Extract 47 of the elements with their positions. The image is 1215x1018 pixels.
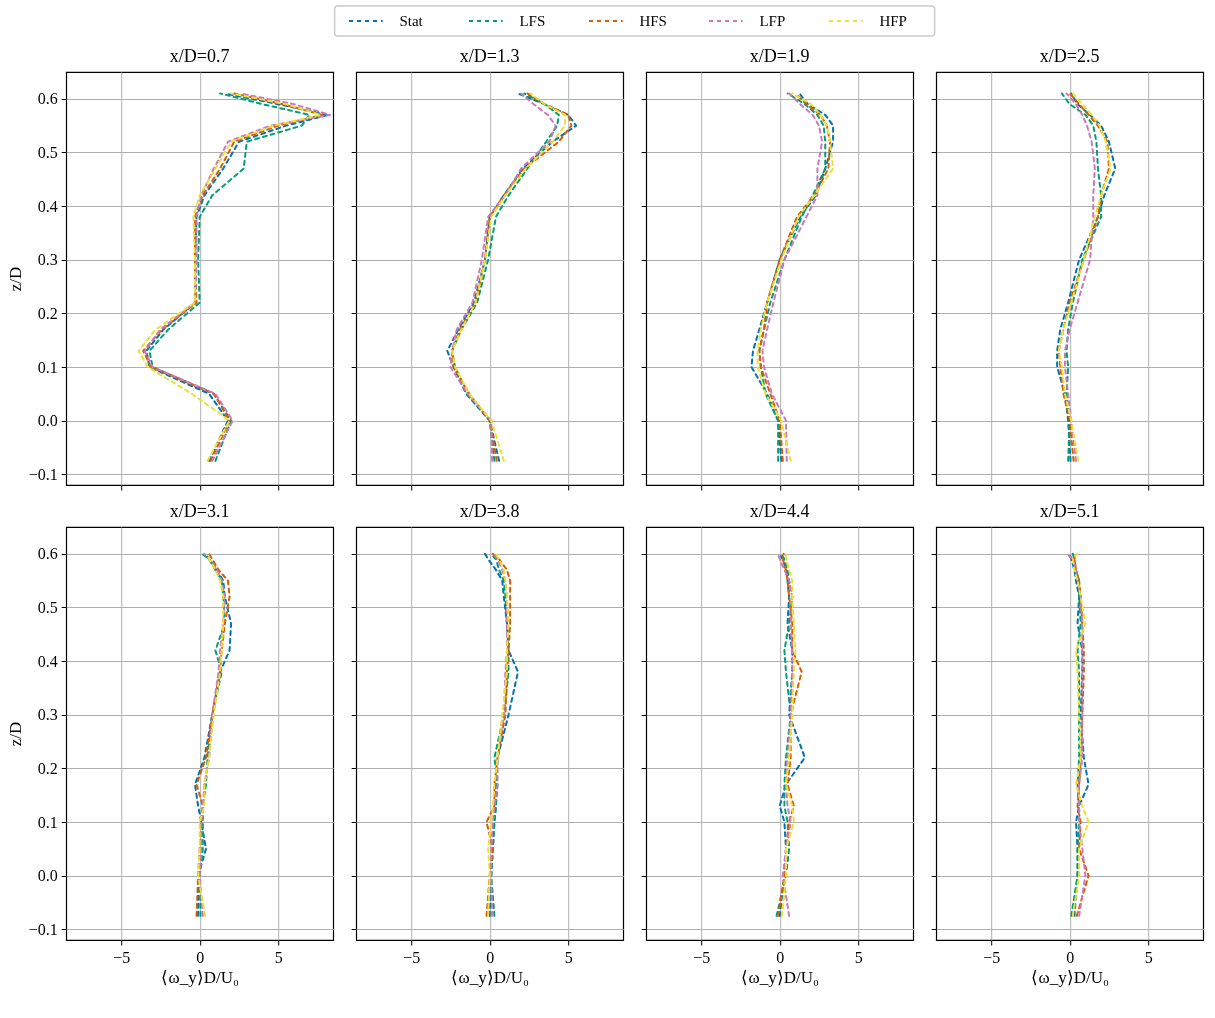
- x-tick-label: 0: [776, 948, 785, 966]
- y-tick-label: 0.0: [37, 867, 58, 885]
- y-tick-label: −0.1: [28, 920, 58, 938]
- chart-title: x/D=3.8: [459, 501, 520, 521]
- x-tick-label: 5: [1144, 948, 1153, 966]
- x-tick-label: 5: [854, 948, 863, 966]
- legend-label: LFS: [519, 13, 546, 29]
- y-axis-title: z/D: [5, 266, 25, 292]
- y-tick-label: 0.3: [37, 251, 58, 269]
- x-tick-label: −5: [693, 948, 711, 966]
- y-tick-label: −0.1: [28, 465, 58, 483]
- x-axis-title: ⟨ω_y⟩D/U₀: [1031, 967, 1109, 987]
- x-tick-label: 0: [486, 948, 495, 966]
- y-tick-label: 0.5: [37, 143, 58, 161]
- x-tick-label: 5: [564, 948, 573, 966]
- legend-label: LFP: [759, 13, 786, 29]
- legend-label: HFP: [879, 13, 907, 29]
- y-axis-title: z/D: [5, 721, 25, 747]
- x-tick-label: 0: [196, 948, 205, 966]
- chart-title: x/D=5.1: [1039, 501, 1100, 521]
- y-tick-label: 0.6: [37, 90, 58, 108]
- x-tick-label: −5: [403, 948, 421, 966]
- y-tick-label: 0.5: [37, 598, 58, 616]
- y-tick-label: 0.6: [37, 545, 58, 563]
- y-tick-label: 0.4: [37, 197, 58, 215]
- y-tick-label: 0.0: [37, 412, 58, 430]
- x-tick-label: 0: [1066, 948, 1075, 966]
- chart-title: x/D=0.7: [169, 46, 230, 66]
- y-tick-label: 0.2: [37, 304, 58, 322]
- legend-label: Stat: [399, 13, 424, 29]
- chart-title: x/D=4.4: [749, 501, 810, 521]
- y-tick-label: 0.2: [37, 759, 58, 777]
- y-tick-label: 0.3: [37, 706, 58, 724]
- x-axis-title: ⟨ω_y⟩D/U₀: [741, 967, 819, 987]
- x-axis-title: ⟨ω_y⟩D/U₀: [161, 967, 239, 987]
- x-tick-label: 5: [274, 948, 283, 966]
- chart-title: x/D=1.3: [459, 46, 520, 66]
- y-tick-label: 0.4: [37, 652, 58, 670]
- chart-title: x/D=2.5: [1039, 46, 1100, 66]
- x-tick-label: −5: [113, 948, 131, 966]
- chart-title: x/D=3.1: [169, 501, 230, 521]
- legend-label: HFS: [639, 13, 667, 29]
- x-tick-label: −5: [983, 948, 1001, 966]
- x-axis-title: ⟨ω_y⟩D/U₀: [451, 967, 529, 987]
- chart-title: x/D=1.9: [749, 46, 810, 66]
- y-tick-label: 0.1: [37, 358, 58, 376]
- y-tick-label: 0.1: [37, 813, 58, 831]
